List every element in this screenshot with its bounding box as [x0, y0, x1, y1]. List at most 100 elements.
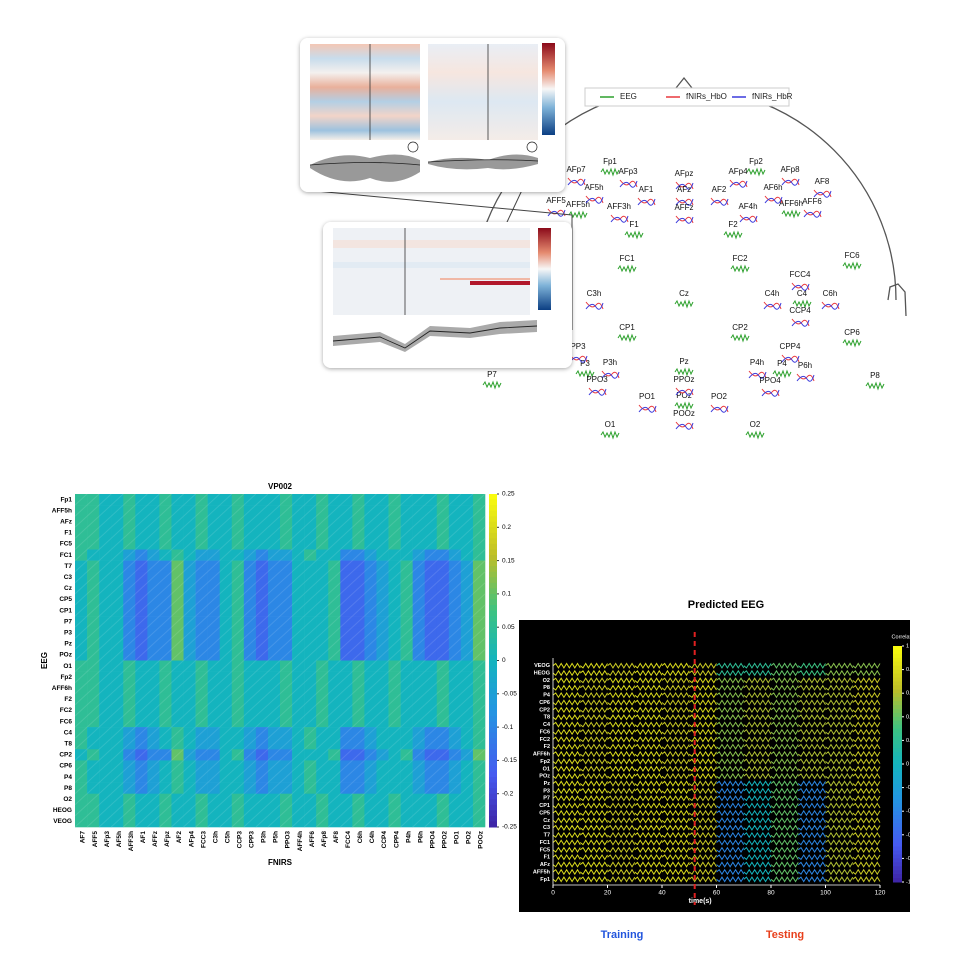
colorbar-tick-label: 0.4 [906, 714, 914, 720]
cell-texture [400, 593, 413, 606]
correlation-segment [607, 868, 636, 876]
cell-texture [195, 737, 208, 750]
correlation-segment [579, 662, 608, 669]
correlation-segment [825, 787, 854, 795]
cell-texture [255, 637, 269, 650]
correlation-segment [661, 831, 690, 839]
heatmap-cell [460, 682, 474, 695]
cell-texture [472, 704, 486, 717]
cell-texture [352, 604, 365, 617]
colorbar-tick-label: -0.4 [906, 809, 915, 815]
heatmap-cell [171, 649, 184, 661]
eeg-trace [781, 209, 801, 219]
channel-label: FC6 [844, 251, 860, 260]
cell-texture [315, 515, 329, 528]
cell-texture [243, 693, 257, 706]
heatmap-cell [111, 571, 124, 584]
heatmap-cell [183, 549, 196, 561]
cell-texture [412, 626, 426, 639]
heatmap-cell [255, 616, 269, 628]
cell-texture [183, 671, 196, 684]
cell-texture [98, 593, 112, 606]
heatmap-cell [376, 727, 389, 739]
heatmap-cell [99, 716, 112, 728]
cell-texture [424, 671, 438, 684]
cell-texture [255, 493, 269, 506]
cell-texture [147, 593, 160, 606]
heatmap-cell [304, 760, 317, 772]
heatmap-cell [231, 660, 245, 672]
x-tick-label: PO2 [466, 831, 473, 844]
x-tick-label: P6h [417, 831, 424, 843]
cell-texture [147, 815, 160, 828]
heatmap-cell [340, 749, 353, 761]
heatmap-cell [292, 716, 305, 728]
heatmap-cell [472, 649, 486, 661]
correlation-segment [852, 831, 881, 839]
cell-texture [424, 782, 438, 795]
heatmap-cell [304, 571, 317, 584]
x-tick-label: C3h [212, 831, 219, 843]
cell-texture [134, 571, 148, 584]
y-tick-label: O1 [63, 663, 72, 670]
x-tick-label: AF8 [333, 831, 340, 844]
correlation-segment [552, 817, 581, 824]
correlation-segment [797, 802, 826, 809]
cell-texture [134, 793, 148, 806]
cell-texture [195, 782, 208, 795]
heatmap-cell [207, 671, 221, 683]
cell-texture [364, 748, 377, 761]
cell-texture [147, 660, 160, 672]
cell-texture [412, 538, 426, 550]
cell-texture [231, 582, 245, 595]
cell-texture [171, 538, 184, 550]
heatmap-cell [364, 505, 377, 517]
heatmap-cell [424, 571, 438, 584]
correlation-segment [552, 743, 581, 750]
heatmap-cell [135, 704, 148, 717]
heatmap-cell [412, 693, 426, 706]
heatmap-cell [388, 682, 401, 695]
cell-texture [207, 560, 221, 573]
heatmap-cell [472, 549, 486, 561]
heatmap-cell [99, 649, 112, 661]
cell-texture [74, 582, 88, 595]
cell-texture [231, 604, 245, 617]
cell-texture [195, 504, 208, 517]
heatmap-cell [267, 560, 281, 572]
correlation-segment [607, 876, 636, 883]
heatmap-cell [424, 627, 438, 639]
cell-texture [460, 737, 474, 750]
heatmap-cell [280, 693, 293, 706]
hbr-trace [638, 405, 657, 413]
heatmap-cell [183, 727, 196, 739]
cell-texture [472, 549, 486, 561]
cell-texture [231, 538, 245, 550]
correlation-segment [797, 817, 826, 824]
cell-texture [424, 493, 438, 506]
inset-panel [323, 222, 572, 368]
correlation-segment [797, 728, 826, 736]
cell-texture [267, 704, 281, 717]
cell-texture [159, 671, 172, 684]
correlation-segment [852, 758, 881, 765]
heatmap-cell [243, 516, 257, 528]
channel-label: PO2 [711, 392, 728, 401]
channel-label: AFF6h [779, 199, 803, 208]
cell-texture [436, 793, 450, 806]
heatmap-cell [352, 704, 365, 717]
cell-texture [74, 748, 88, 761]
y-tick-label: C3 [543, 825, 550, 831]
heatmap-cell [171, 527, 184, 539]
heatmap-cell [292, 582, 305, 595]
eeg-trace [723, 230, 743, 240]
cell-texture [364, 571, 377, 584]
correlation-segment [743, 809, 772, 817]
cell-texture [291, 815, 305, 828]
heatmap-cell [123, 793, 136, 806]
x-tick-label: AF7 [80, 831, 87, 844]
heatmap-cell [436, 616, 450, 628]
cell-texture [376, 793, 389, 806]
heatmap-cell [328, 505, 341, 517]
cell-texture [159, 715, 172, 728]
